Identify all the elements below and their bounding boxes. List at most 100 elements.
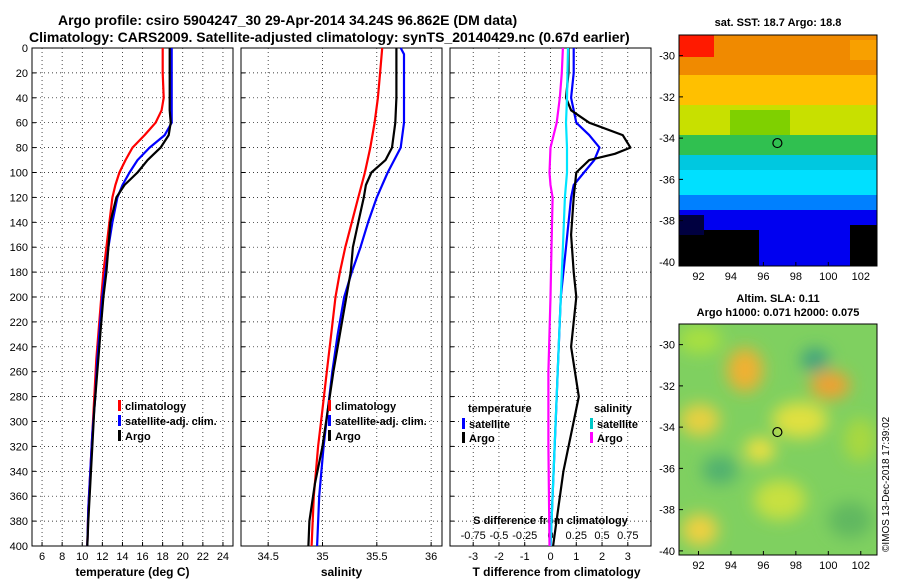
map-x-tick-label: 98 bbox=[790, 560, 802, 572]
series-line-s-argo bbox=[547, 47, 564, 547]
legend-swatch bbox=[118, 400, 121, 411]
x-tick-label: 35.5 bbox=[366, 551, 387, 563]
y-tick-label: 280 bbox=[10, 392, 28, 404]
map-y-tick-label: -32 bbox=[659, 381, 675, 393]
s-tick-label: 0.5 bbox=[594, 530, 609, 542]
legend-swatch bbox=[590, 418, 593, 429]
y-tick-label: 60 bbox=[16, 118, 28, 130]
y-tick-label: 360 bbox=[10, 491, 28, 503]
legend-swatch bbox=[328, 430, 331, 441]
y-tick-label: 380 bbox=[10, 516, 28, 528]
map-y-tick-label: -32 bbox=[659, 92, 675, 104]
map-title: Altim. SLA: 0.11 bbox=[736, 293, 819, 305]
x-axis-label: temperature (deg C) bbox=[75, 565, 189, 579]
legend-label: Argo bbox=[335, 431, 361, 443]
y-tick-label: 260 bbox=[10, 367, 28, 379]
x-tick-label: -2 bbox=[494, 551, 504, 563]
legend-swatch bbox=[328, 415, 331, 426]
map-x-tick-label: 96 bbox=[757, 271, 769, 283]
sst-map-image bbox=[679, 35, 877, 266]
series-line-argo bbox=[307, 48, 398, 547]
y-tick-label: 0 bbox=[22, 43, 28, 55]
s-tick-label: 0.75 bbox=[617, 530, 638, 542]
series-line-satellite-adj-clim- bbox=[316, 47, 406, 547]
legend-swatch bbox=[462, 432, 465, 443]
s-tick-label: -0.5 bbox=[489, 530, 508, 542]
map-frame bbox=[678, 34, 878, 267]
x-tick-label: 22 bbox=[197, 551, 209, 563]
legend-swatch bbox=[590, 432, 593, 443]
map-subtitle: Argo h1000: 0.071 h2000: 0.075 bbox=[697, 307, 860, 319]
x-tick-label: 36 bbox=[425, 551, 437, 563]
x-tick-label: -3 bbox=[468, 551, 478, 563]
legend-label: satellite-adj. clim. bbox=[125, 416, 217, 428]
x-tick-label: 6 bbox=[39, 551, 45, 563]
map-y-tick-label: -38 bbox=[659, 505, 675, 517]
legend-swatch bbox=[118, 415, 121, 426]
x-tick-label: 18 bbox=[157, 551, 169, 563]
x-axis-label: salinity bbox=[321, 565, 363, 579]
map-y-tick-label: -36 bbox=[659, 174, 675, 186]
legend-label: satellite bbox=[597, 419, 638, 431]
y-tick-label: 320 bbox=[10, 441, 28, 453]
series-line-satellite-adj-clim- bbox=[86, 48, 173, 547]
x-tick-label: 16 bbox=[136, 551, 148, 563]
map-y-tick-label: -38 bbox=[659, 216, 675, 228]
x-tick-label: 24 bbox=[217, 551, 229, 563]
x-tick-label: 0 bbox=[547, 551, 553, 563]
axes-frame bbox=[240, 47, 443, 547]
s-tick-label: -0.25 bbox=[512, 530, 537, 542]
sla-map-image bbox=[679, 324, 877, 555]
map-x-tick-label: 100 bbox=[819, 560, 837, 572]
map-title: sat. SST: 18.7 Argo: 18.8 bbox=[715, 17, 842, 29]
x-tick-label: 8 bbox=[59, 551, 65, 563]
map-x-tick-label: 92 bbox=[692, 271, 704, 283]
y-tick-label: 220 bbox=[10, 317, 28, 329]
x-tick-label: -1 bbox=[520, 551, 530, 563]
x-tick-label: 14 bbox=[116, 551, 128, 563]
map-y-tick-label: -30 bbox=[659, 340, 675, 352]
y-tick-label: 100 bbox=[10, 168, 28, 180]
series-line-climatology bbox=[310, 47, 384, 547]
legend-title-temperature: temperature bbox=[468, 403, 532, 415]
map-y-tick-label: -34 bbox=[659, 422, 675, 434]
figure-title-line2: Climatology: CARS2009. Satellite-adjuste… bbox=[29, 29, 630, 45]
legend-swatch bbox=[462, 418, 465, 429]
legend-title-salinity: salinity bbox=[594, 403, 633, 415]
map-x-tick-label: 94 bbox=[725, 560, 737, 572]
legend-label: Argo bbox=[125, 431, 151, 443]
y-tick-label: 180 bbox=[10, 267, 28, 279]
x-tick-label: 20 bbox=[177, 551, 189, 563]
map-x-tick-label: 102 bbox=[852, 271, 870, 283]
y-tick-label: 40 bbox=[16, 93, 28, 105]
y-tick-label: 140 bbox=[10, 217, 28, 229]
map-y-tick-label: -34 bbox=[659, 133, 675, 145]
legend-label: satellite bbox=[469, 419, 510, 431]
legend-label: Argo bbox=[597, 433, 623, 445]
y-tick-label: 400 bbox=[10, 541, 28, 553]
legend-label: satellite-adj. clim. bbox=[335, 416, 427, 428]
x-tick-label: 34.5 bbox=[257, 551, 278, 563]
y-tick-label: 240 bbox=[10, 342, 28, 354]
y-tick-label: 80 bbox=[16, 143, 28, 155]
y-tick-label: 160 bbox=[10, 242, 28, 254]
map-y-tick-label: -30 bbox=[659, 51, 675, 63]
y-tick-label: 340 bbox=[10, 466, 28, 478]
s-tick-label: -0.75 bbox=[461, 530, 486, 542]
s-tick-label: 0.25 bbox=[566, 530, 587, 542]
legend-label: climatology bbox=[125, 401, 187, 413]
x-tick-label: 3 bbox=[625, 551, 631, 563]
series-line-t-argo bbox=[552, 48, 632, 547]
y-tick-label: 120 bbox=[10, 192, 28, 204]
figure-title-line1: Argo profile: csiro 5904247_30 29-Apr-20… bbox=[58, 12, 518, 28]
x-tick-label: 2 bbox=[599, 551, 605, 563]
x-tick-label: 10 bbox=[76, 551, 88, 563]
axes-frame bbox=[31, 47, 234, 547]
x-axis-label: T difference from climatology bbox=[472, 565, 640, 579]
legend-label: climatology bbox=[335, 401, 397, 413]
series-line-s-satellite bbox=[549, 47, 570, 547]
argo-location-marker bbox=[772, 426, 783, 438]
x-tick-label: 1 bbox=[573, 551, 579, 563]
map-y-tick-label: -40 bbox=[659, 546, 675, 558]
